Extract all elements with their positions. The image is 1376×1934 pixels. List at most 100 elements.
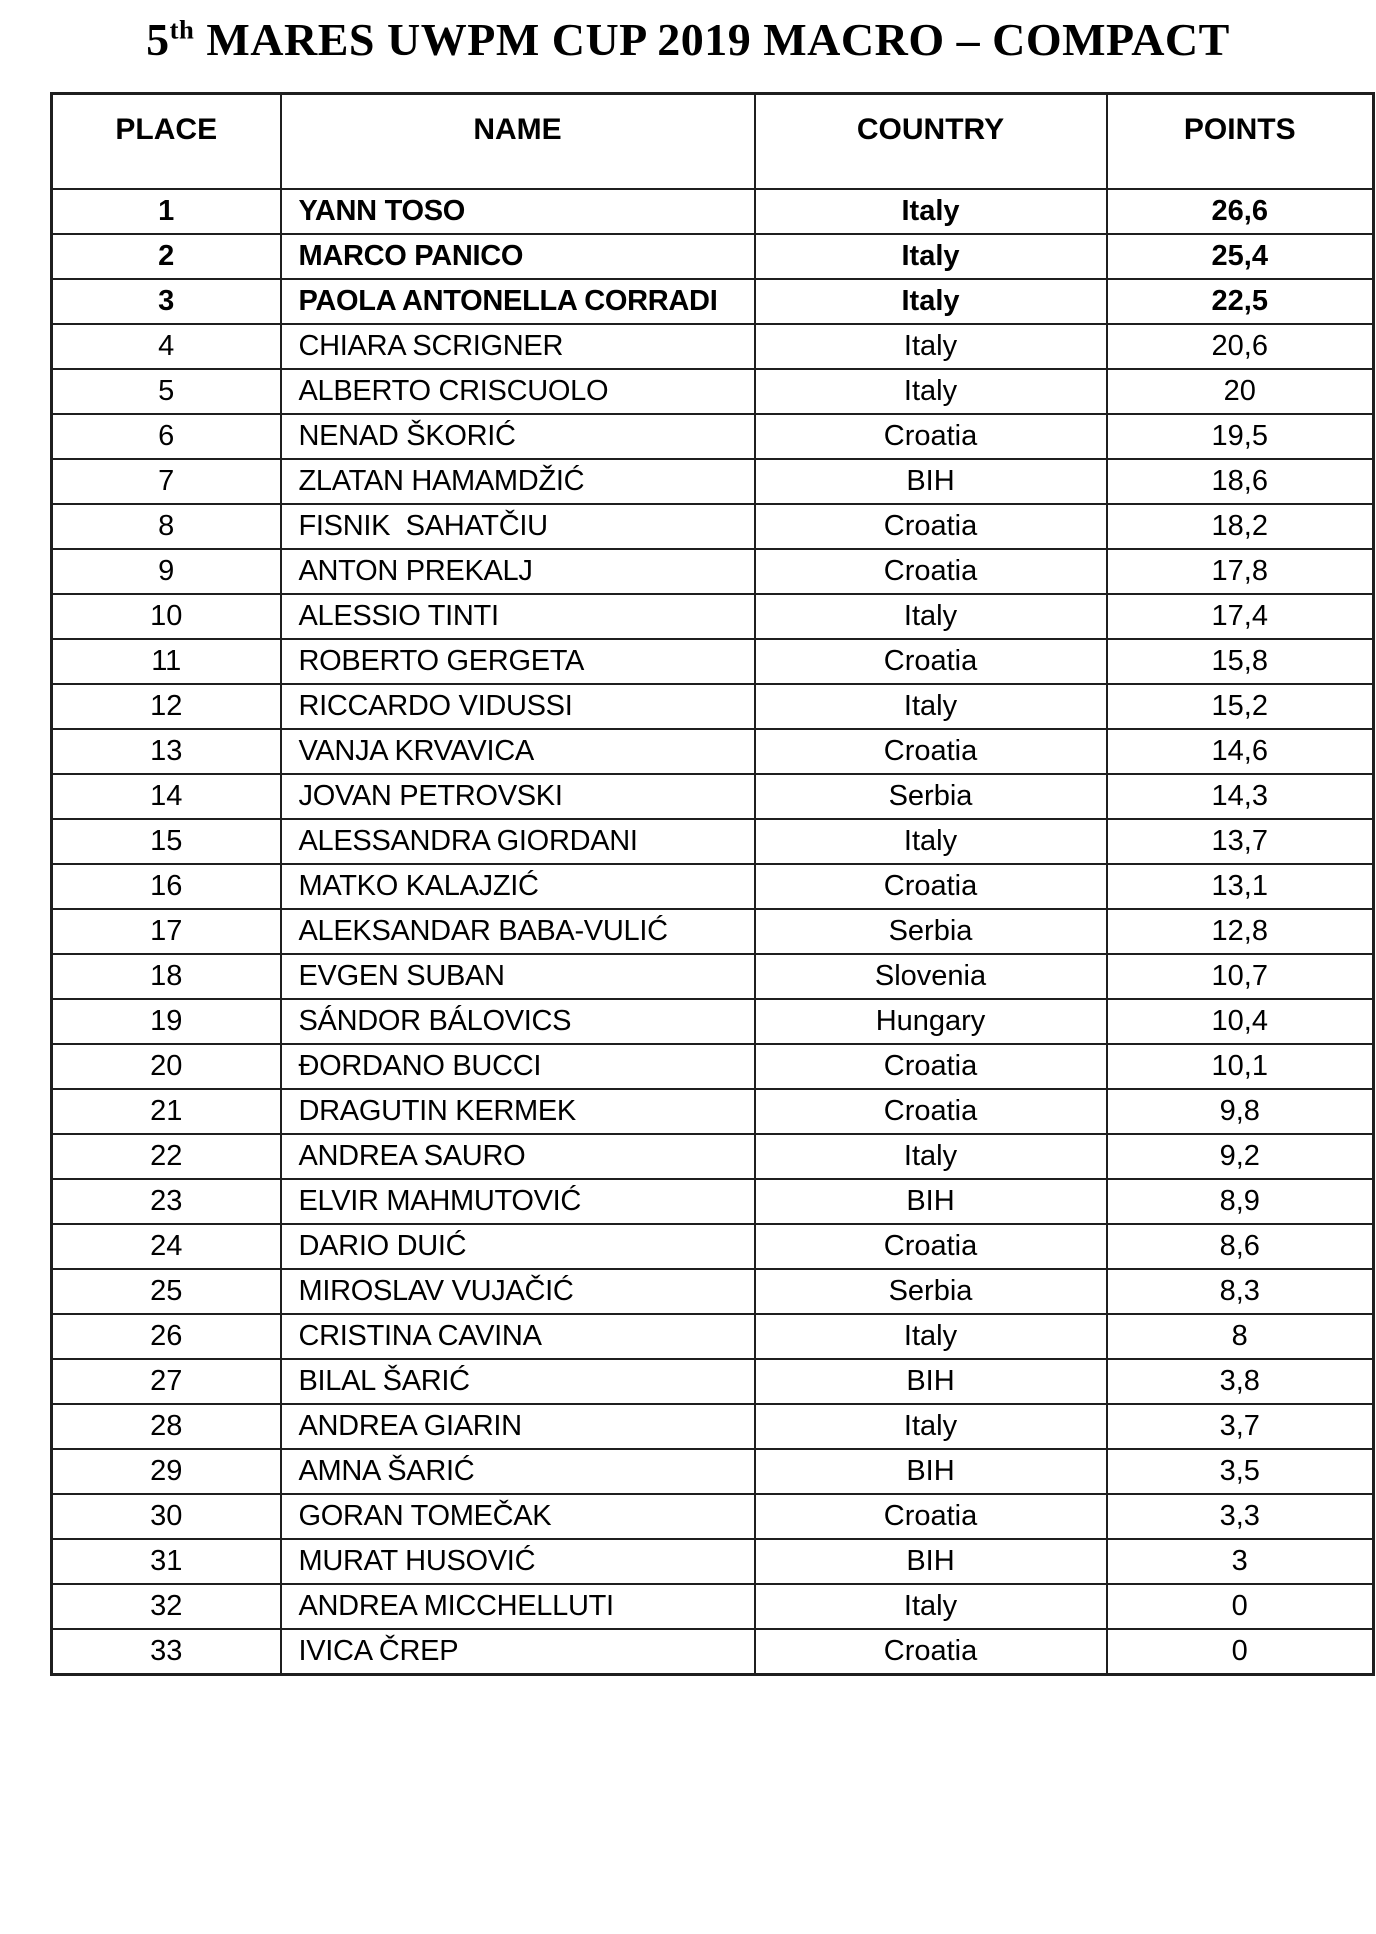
name-cell: ELVIR MAHMUTOVIĆ xyxy=(279,1177,756,1225)
table-row: 8 FISNIK SAHATČIU Croatia 18,2 xyxy=(50,502,1375,550)
place-cell: 6 xyxy=(50,412,282,460)
table-row: 19 SÁNDOR BÁLOVICS Hungary 10,4 xyxy=(50,997,1375,1045)
table-row: 20 ĐORDANO BUCCI Croatia 10,1 xyxy=(50,1042,1375,1090)
table-row: 24 DARIO DUIĆ Croatia 8,6 xyxy=(50,1222,1375,1270)
country-cell: Croatia xyxy=(753,1492,1108,1540)
table-row: 29 AMNA ŠARIĆ BIH 3,5 xyxy=(50,1447,1375,1495)
country-cell: Italy xyxy=(753,187,1108,235)
country-cell: Croatia xyxy=(753,412,1108,460)
points-cell: 8,3 xyxy=(1105,1267,1375,1315)
points-cell: 18,2 xyxy=(1105,502,1375,550)
place-cell: 26 xyxy=(50,1312,282,1360)
points-cell: 13,1 xyxy=(1105,862,1375,910)
place-cell: 20 xyxy=(50,1042,282,1090)
place-cell: 19 xyxy=(50,997,282,1045)
name-cell: RICCARDO VIDUSSI xyxy=(279,682,756,730)
country-cell: Italy xyxy=(753,232,1108,280)
place-cell: 27 xyxy=(50,1357,282,1405)
name-cell: CHIARA SCRIGNER xyxy=(279,322,756,370)
points-cell: 8,6 xyxy=(1105,1222,1375,1270)
place-cell: 4 xyxy=(50,322,282,370)
country-cell: Croatia xyxy=(753,1627,1108,1676)
name-cell: YANN TOSO xyxy=(279,187,756,235)
country-cell: Italy xyxy=(753,1312,1108,1360)
header-row: PLACE NAME COUNTRY POINTS xyxy=(50,92,1375,190)
results-table: PLACE NAME COUNTRY POINTS 1 YANN TOSO It… xyxy=(50,91,1375,1676)
table-row: 12 RICCARDO VIDUSSI Italy 15,2 xyxy=(50,682,1375,730)
place-cell: 22 xyxy=(50,1132,282,1180)
place-cell: 11 xyxy=(50,637,282,685)
name-cell: BILAL ŠARIĆ xyxy=(279,1357,756,1405)
table-row: 26 CRISTINA CAVINA Italy 8 xyxy=(50,1312,1375,1360)
points-cell: 18,6 xyxy=(1105,457,1375,505)
table-row: 2 MARCO PANICO Italy 25,4 xyxy=(50,232,1375,280)
points-cell: 17,4 xyxy=(1105,592,1375,640)
table-row: 28 ANDREA GIARIN Italy 3,7 xyxy=(50,1402,1375,1450)
name-cell: ALBERTO CRISCUOLO xyxy=(279,367,756,415)
country-cell: Serbia xyxy=(753,772,1108,820)
country-cell: Italy xyxy=(753,277,1108,325)
title-ordinal-superscript: th xyxy=(169,14,195,45)
table-row: 16 MATKO KALAJZIĆ Croatia 13,1 xyxy=(50,862,1375,910)
table-row: 10 ALESSIO TINTI Italy 17,4 xyxy=(50,592,1375,640)
header-place: PLACE xyxy=(50,92,282,190)
place-cell: 13 xyxy=(50,727,282,775)
table-row: 9 ANTON PREKALJ Croatia 17,8 xyxy=(50,547,1375,595)
name-cell: VANJA KRVAVICA xyxy=(279,727,756,775)
place-cell: 23 xyxy=(50,1177,282,1225)
name-cell: ALEKSANDAR BABA-VULIĆ xyxy=(279,907,756,955)
name-cell: MARCO PANICO xyxy=(279,232,756,280)
place-cell: 21 xyxy=(50,1087,282,1135)
name-cell: ALESSIO TINTI xyxy=(279,592,756,640)
country-cell: Italy xyxy=(753,1132,1108,1180)
place-cell: 32 xyxy=(50,1582,282,1630)
results-tbody: 1 YANN TOSO Italy 26,6 2 MARCO PANICO It… xyxy=(50,187,1375,1676)
table-row: 21 DRAGUTIN KERMEK Croatia 9,8 xyxy=(50,1087,1375,1135)
country-cell: BIH xyxy=(753,1537,1108,1585)
table-row: 11 ROBERTO GERGETA Croatia 15,8 xyxy=(50,637,1375,685)
points-cell: 13,7 xyxy=(1105,817,1375,865)
country-cell: BIH xyxy=(753,1357,1108,1405)
place-cell: 2 xyxy=(50,232,282,280)
country-cell: Croatia xyxy=(753,1042,1108,1090)
country-cell: Italy xyxy=(753,682,1108,730)
country-cell: Croatia xyxy=(753,1222,1108,1270)
name-cell: DARIO DUIĆ xyxy=(279,1222,756,1270)
place-cell: 25 xyxy=(50,1267,282,1315)
name-cell: NENAD ŠKORIĆ xyxy=(279,412,756,460)
table-row: 17 ALEKSANDAR BABA-VULIĆ Serbia 12,8 xyxy=(50,907,1375,955)
table-row: 33 IVICA ČREP Croatia 0 xyxy=(50,1627,1375,1676)
country-cell: Croatia xyxy=(753,1087,1108,1135)
country-cell: Croatia xyxy=(753,547,1108,595)
country-cell: BIH xyxy=(753,1177,1108,1225)
points-cell: 17,8 xyxy=(1105,547,1375,595)
points-cell: 8 xyxy=(1105,1312,1375,1360)
points-cell: 9,2 xyxy=(1105,1132,1375,1180)
country-cell: Hungary xyxy=(753,997,1108,1045)
points-cell: 26,6 xyxy=(1105,187,1375,235)
name-cell: MATKO KALAJZIĆ xyxy=(279,862,756,910)
table-row: 3 PAOLA ANTONELLA CORRADI Italy 22,5 xyxy=(50,277,1375,325)
name-cell: ANDREA SAURO xyxy=(279,1132,756,1180)
points-cell: 3,5 xyxy=(1105,1447,1375,1495)
points-cell: 14,3 xyxy=(1105,772,1375,820)
country-cell: BIH xyxy=(753,1447,1108,1495)
country-cell: Croatia xyxy=(753,637,1108,685)
place-cell: 3 xyxy=(50,277,282,325)
name-cell: MIROSLAV VUJAČIĆ xyxy=(279,1267,756,1315)
table-row: 4 CHIARA SCRIGNER Italy 20,6 xyxy=(50,322,1375,370)
points-cell: 10,1 xyxy=(1105,1042,1375,1090)
table-row: 30 GORAN TOMEČAK Croatia 3,3 xyxy=(50,1492,1375,1540)
place-cell: 16 xyxy=(50,862,282,910)
table-row: 13 VANJA KRVAVICA Croatia 14,6 xyxy=(50,727,1375,775)
table-row: 22 ANDREA SAURO Italy 9,2 xyxy=(50,1132,1375,1180)
points-cell: 3,7 xyxy=(1105,1402,1375,1450)
table-row: 23 ELVIR MAHMUTOVIĆ BIH 8,9 xyxy=(50,1177,1375,1225)
place-cell: 7 xyxy=(50,457,282,505)
place-cell: 33 xyxy=(50,1627,282,1676)
country-cell: Italy xyxy=(753,1402,1108,1450)
header-points: POINTS xyxy=(1105,92,1375,190)
place-cell: 5 xyxy=(50,367,282,415)
points-cell: 14,6 xyxy=(1105,727,1375,775)
name-cell: ĐORDANO BUCCI xyxy=(279,1042,756,1090)
